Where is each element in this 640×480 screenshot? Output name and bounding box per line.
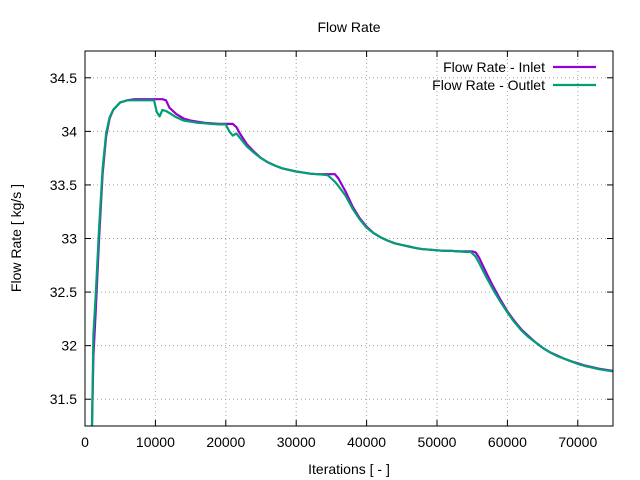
series-line-1 bbox=[90, 98, 613, 426]
y-tick-label: 32.5 bbox=[50, 284, 77, 300]
y-tick-label: 33 bbox=[61, 231, 77, 247]
series-line-2 bbox=[90, 99, 613, 426]
x-tick-label: 60000 bbox=[488, 434, 527, 450]
x-tick-label: 40000 bbox=[347, 434, 386, 450]
x-tick-label: 50000 bbox=[418, 434, 457, 450]
x-tick-label: 0 bbox=[81, 434, 89, 450]
y-tick-label: 32 bbox=[61, 338, 77, 354]
legend: Flow Rate - Inlet Flow Rate - Outlet bbox=[432, 59, 596, 93]
y-tick-label: 34 bbox=[61, 123, 77, 139]
x-axis-label: Iterations [ - ] bbox=[308, 461, 390, 477]
y-tick-label: 31.5 bbox=[50, 391, 77, 407]
y-axis-label: Flow Rate [ kg/s ] bbox=[8, 184, 24, 292]
series-lines bbox=[90, 98, 613, 426]
y-tick-label: 34.5 bbox=[50, 70, 77, 86]
x-tick-label: 30000 bbox=[277, 434, 316, 450]
legend-label-1: Flow Rate - Inlet bbox=[443, 59, 545, 75]
axis-ticks: 0 10000 20000 30000 40000 50000 60000 70000 31.5… bbox=[50, 51, 613, 450]
legend-label-2: Flow Rate - Outlet bbox=[432, 77, 545, 93]
chart-title: Flow Rate bbox=[317, 19, 380, 35]
x-tick-label: 10000 bbox=[136, 434, 175, 450]
x-tick-label: 20000 bbox=[206, 434, 245, 450]
y-tick-label: 33.5 bbox=[50, 177, 77, 193]
x-tick-label: 70000 bbox=[558, 434, 597, 450]
grid bbox=[84, 51, 613, 426]
